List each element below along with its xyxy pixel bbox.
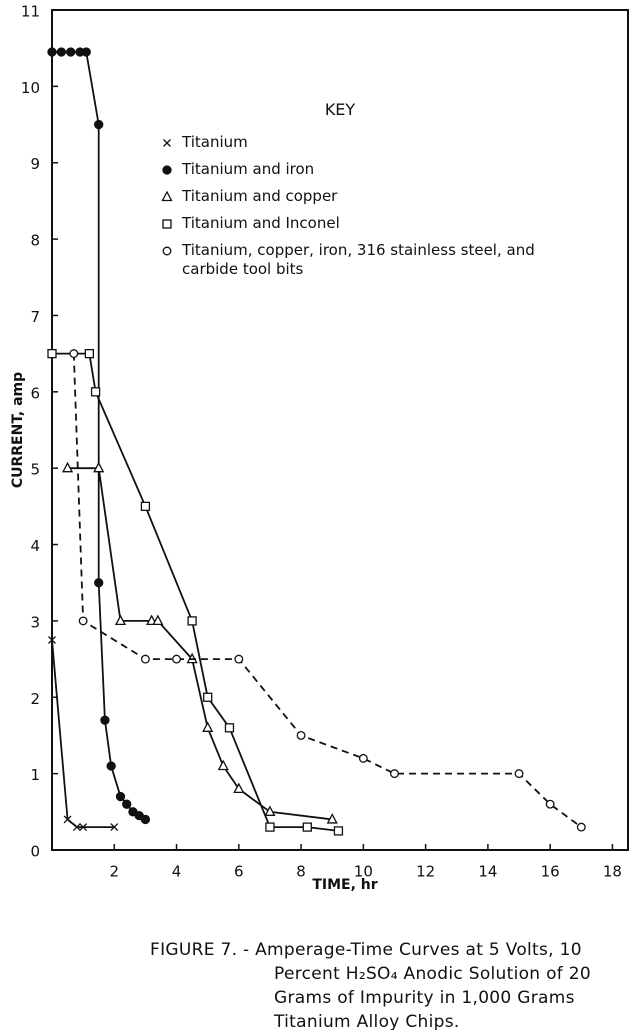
marker (140, 654, 150, 664)
series-line (52, 51, 146, 821)
legend-item: Titanium, copper, iron, 316 stainless st… (160, 241, 577, 279)
y-tick-label: 10 (21, 79, 40, 97)
x-tick-label: 6 (234, 863, 244, 881)
marker (234, 654, 244, 664)
legend-label: Titanium, copper, iron, 316 stainless st… (182, 241, 535, 278)
legend-marker (162, 246, 172, 256)
marker (84, 348, 95, 359)
y-tick-label: 9 (30, 155, 40, 173)
marker (72, 823, 81, 832)
marker (172, 654, 181, 664)
marker (69, 349, 79, 359)
y-tick-label: 2 (30, 690, 40, 708)
x-tick-label: 10 (354, 863, 373, 881)
marker (233, 782, 245, 794)
legend-marker (161, 190, 173, 202)
x-axis-title: TIME, hr (312, 877, 377, 893)
y-tick-label: 7 (30, 308, 40, 326)
legend-label: Titanium and Inconel (182, 214, 340, 232)
legend-item: Titanium (160, 133, 577, 152)
marker (90, 387, 101, 397)
marker (61, 461, 74, 473)
marker (161, 190, 173, 202)
y-axis-title: CURRENT, amp (10, 372, 26, 488)
marker (66, 47, 76, 57)
marker (203, 692, 213, 702)
legend-item: Titanium and Inconel (160, 214, 577, 233)
marker (217, 759, 229, 771)
legend-marker (163, 139, 171, 147)
y-tick-label: 4 (30, 537, 40, 555)
marker (110, 823, 119, 832)
x-tick-label: 4 (172, 863, 182, 881)
x-tick-label: 2 (109, 863, 119, 881)
y-tick-label: 11 (21, 3, 40, 21)
legend-item: Titanium and iron (160, 160, 577, 179)
marker (224, 723, 235, 733)
legend-title: KEY (324, 100, 356, 119)
marker (78, 616, 88, 626)
legend-label: Titanium (182, 133, 248, 151)
marker (140, 814, 151, 825)
marker (79, 823, 88, 832)
marker (302, 822, 312, 832)
y-tick-label: 5 (30, 461, 40, 479)
legend: KEY Titanium Titanium and iron Titanium an… (160, 100, 580, 287)
x-tick-label: 18 (603, 863, 622, 881)
marker (187, 616, 197, 626)
marker (94, 119, 104, 130)
marker (140, 501, 151, 512)
marker (265, 822, 275, 832)
y-tick-label: 3 (30, 613, 40, 631)
marker (81, 47, 91, 57)
legend-item: Titanium and copper (160, 187, 577, 206)
marker (162, 246, 172, 256)
marker (152, 614, 164, 626)
marker (162, 219, 172, 229)
y-tick-label: 1 (30, 766, 40, 784)
marker (48, 636, 56, 644)
legend-label: Titanium and iron (182, 160, 315, 178)
marker (545, 799, 555, 809)
y-tick-label: 0 (30, 843, 40, 861)
marker (296, 731, 306, 740)
marker (47, 348, 57, 359)
caption: FIGURE 7. - Amperage-Time Curves at 5 Vo… (150, 940, 592, 1030)
y-tick-label: 8 (30, 232, 40, 250)
marker (202, 721, 214, 732)
legend-marker (162, 165, 172, 175)
marker (100, 715, 110, 725)
y-tick-label: 6 (30, 384, 40, 402)
marker (94, 578, 104, 588)
x-tick-label: 12 (416, 863, 435, 881)
plot-frame (51, 9, 629, 851)
series-line (72, 353, 582, 828)
marker (93, 461, 105, 473)
marker (358, 753, 368, 763)
marker (326, 813, 338, 824)
marker (390, 769, 399, 779)
marker (63, 815, 72, 824)
series-line (51, 639, 115, 828)
marker (106, 761, 116, 771)
marker (115, 791, 126, 802)
marker (264, 805, 276, 816)
marker (576, 822, 586, 832)
marker (162, 165, 172, 175)
marker (114, 614, 127, 626)
legend-label: Titanium and copper (182, 187, 338, 205)
x-tick-label: 14 (478, 863, 497, 881)
marker (514, 769, 524, 779)
marker (47, 47, 57, 57)
x-tick-label: 16 (541, 863, 560, 881)
legend-marker (162, 219, 172, 229)
series-line (52, 352, 339, 832)
marker (122, 799, 132, 809)
marker (56, 47, 66, 57)
marker (163, 139, 171, 147)
x-tick-label: 8 (296, 863, 306, 881)
marker (333, 826, 344, 836)
